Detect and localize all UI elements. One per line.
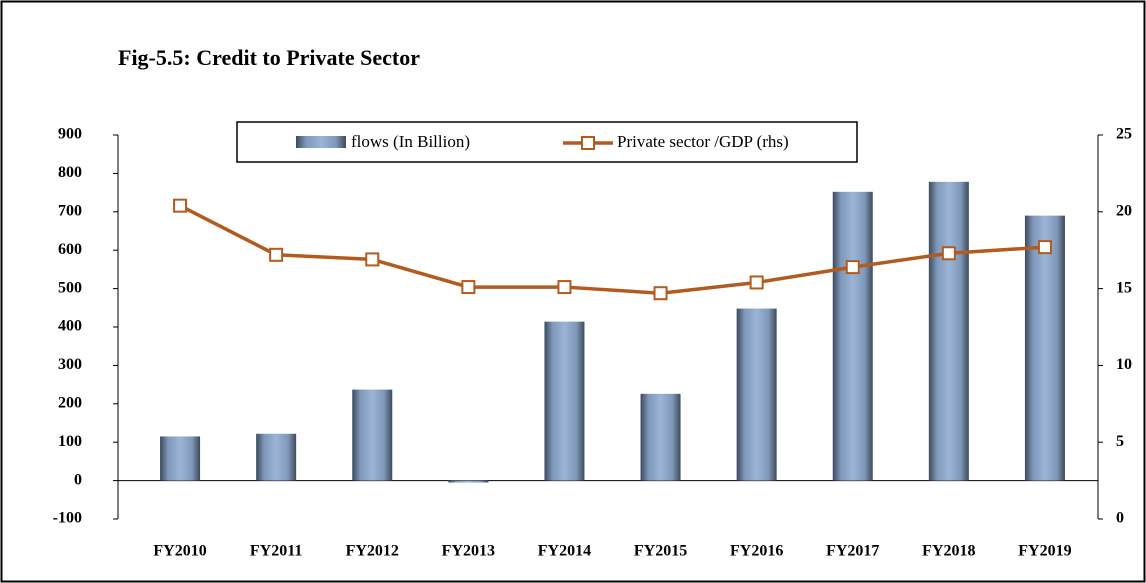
marker	[1037, 240, 1052, 255]
y-tick-label: 600	[58, 241, 82, 258]
line	[179, 204, 1046, 295]
bar	[1024, 215, 1065, 481]
y-tick-label: 300	[58, 356, 82, 373]
y-tick-label: -100	[53, 510, 82, 527]
marker	[173, 198, 188, 213]
legend-label: flows (In Billion)	[351, 132, 470, 151]
bar	[832, 191, 873, 481]
marker	[653, 286, 668, 301]
y-tick-label: 100	[58, 433, 82, 450]
bar	[256, 433, 297, 481]
x-tick-label: FY2016	[730, 543, 783, 560]
bar	[448, 480, 489, 483]
chart-title: Fig-5.5: Credit to Private Sector	[118, 45, 420, 70]
y2-tick-label: 25	[1116, 126, 1132, 143]
legend-swatch	[296, 136, 346, 148]
marker	[269, 247, 284, 262]
marker	[941, 246, 956, 261]
y2-tick-label: 20	[1116, 202, 1132, 219]
marker	[461, 280, 476, 295]
y-tick-label: 800	[58, 164, 82, 181]
bar	[640, 393, 681, 481]
x-tick-label: FY2017	[826, 543, 879, 560]
x-tick-label: FY2014	[538, 543, 591, 560]
legend-marker	[581, 136, 595, 150]
marker	[845, 260, 860, 275]
y-tick-label: 400	[58, 318, 82, 335]
bar	[928, 181, 969, 481]
y2-tick-label: 15	[1116, 279, 1132, 296]
y-tick-label: 500	[58, 279, 82, 296]
y-tick-label: 900	[58, 126, 82, 143]
y-tick-label: 700	[58, 202, 82, 219]
y2-tick-label: 5	[1116, 433, 1124, 450]
marker	[749, 275, 764, 290]
marker	[365, 252, 380, 267]
x-tick-label: FY2010	[153, 543, 206, 560]
x-tick-label: FY2011	[250, 543, 302, 560]
x-tick-label: FY2012	[346, 543, 399, 560]
x-tick-label: FY2019	[1018, 543, 1071, 560]
x-tick-label: FY2013	[442, 543, 495, 560]
bar	[160, 436, 201, 481]
x-tick-label: FY2018	[922, 543, 975, 560]
y-tick-label: 0	[74, 471, 82, 488]
y-tick-label: 200	[58, 394, 82, 411]
y2-tick-label: 10	[1116, 356, 1132, 373]
bar	[736, 308, 777, 481]
legend-label: Private sector /GDP (rhs)	[617, 132, 789, 151]
bar	[544, 321, 585, 481]
x-tick-label: FY2015	[634, 543, 687, 560]
bar	[352, 389, 393, 481]
y2-tick-label: 0	[1116, 510, 1124, 527]
marker	[557, 280, 572, 295]
